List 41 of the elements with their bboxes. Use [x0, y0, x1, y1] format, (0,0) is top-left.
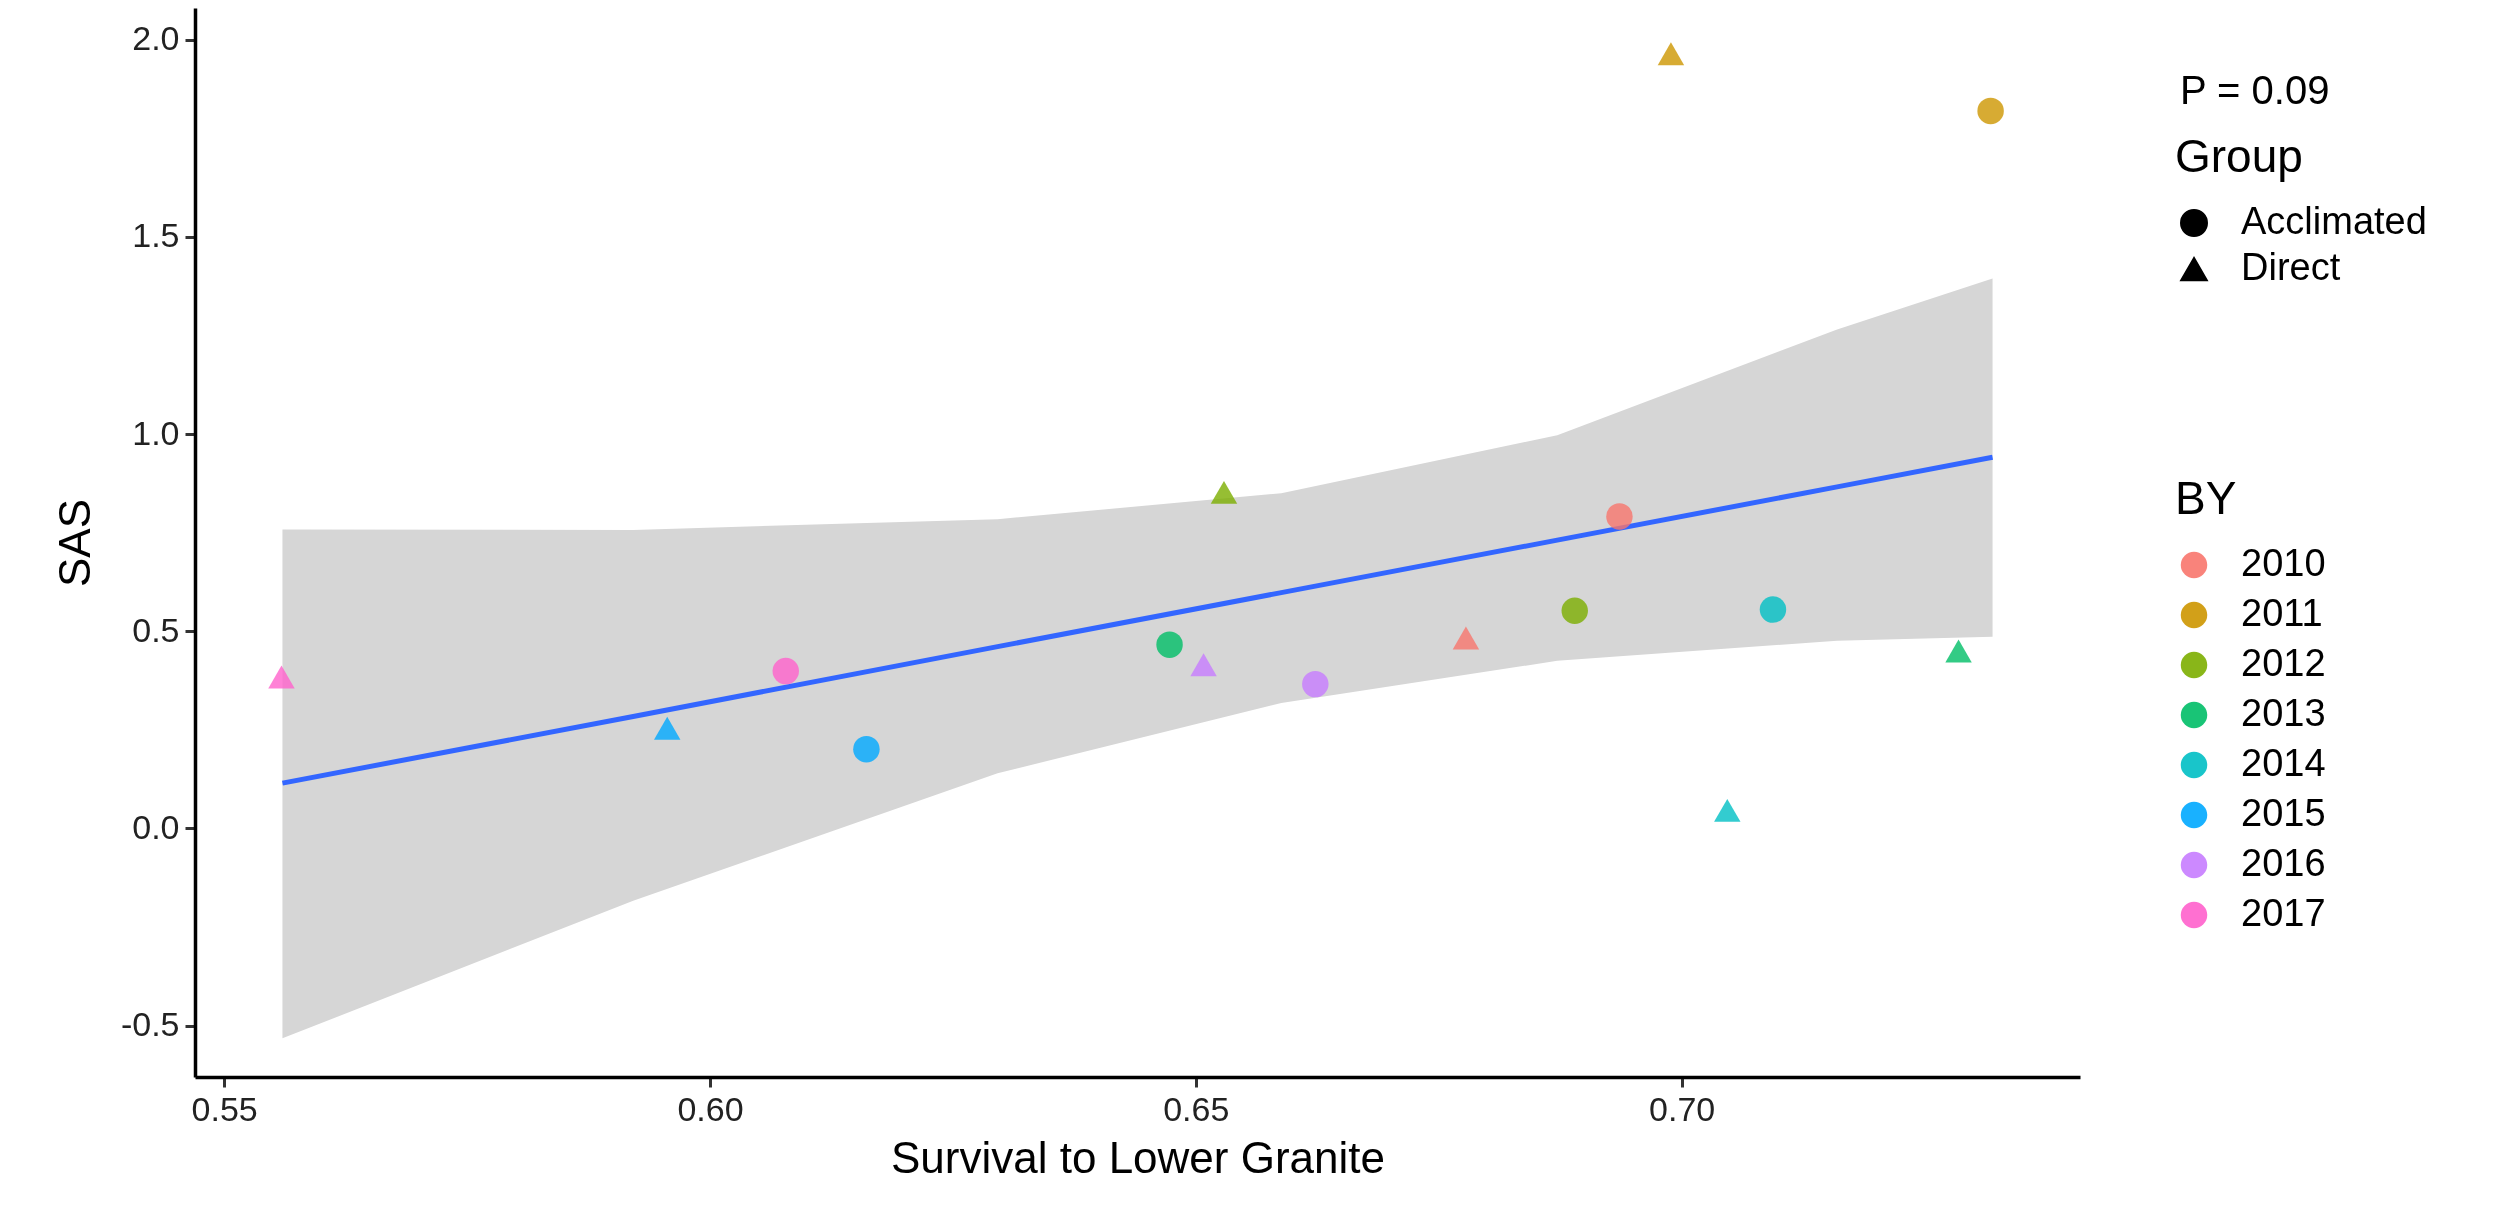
text: BY: [2175, 472, 2237, 524]
point: [1561, 597, 1588, 624]
y-tick-label: 0.0: [132, 807, 180, 846]
point: [772, 657, 799, 685]
point: [268, 665, 295, 689]
point: [1657, 42, 1685, 66]
point: [1190, 653, 1217, 677]
legend-label: 2013: [2241, 692, 2326, 734]
point: [653, 716, 681, 740]
y-tick-label: 1.0: [132, 413, 180, 452]
legend-label: 2017: [2241, 892, 2326, 934]
text: P = 0.09: [2180, 68, 2330, 112]
x-tick-label: 0.70: [1649, 1089, 1716, 1128]
y-tick-label: -0.5: [120, 1005, 180, 1044]
legend-label: 2014: [2241, 742, 2326, 784]
legend-label: 2012: [2241, 642, 2326, 684]
point: [1945, 639, 1972, 663]
point: [1156, 631, 1183, 658]
y-tick-label: 1.5: [132, 216, 180, 255]
point: [1759, 596, 1787, 623]
legend-label: 2010: [2241, 542, 2326, 584]
point: [1977, 97, 2004, 125]
legend-label: 2011: [2241, 592, 2323, 634]
y-tick-label: 0.5: [132, 610, 180, 649]
legend-label: 2015: [2241, 792, 2326, 834]
x-tick-label: 0.55: [191, 1089, 258, 1128]
x-tick-label: 0.65: [1163, 1089, 1230, 1128]
legend-label: 2016: [2241, 842, 2326, 884]
legend-label: Acclimated: [2241, 200, 2427, 242]
point: [1452, 626, 1480, 650]
point: [1302, 670, 1329, 698]
y-axis-title: SAS: [49, 498, 99, 588]
point: [1714, 798, 1741, 822]
point: [1210, 480, 1238, 504]
text: Group: [2175, 130, 2303, 182]
x-axis-title: Survival to Lower Granite: [891, 1132, 1385, 1182]
point: [1606, 503, 1633, 530]
legend-label: Direct: [2241, 246, 2341, 288]
x-tick-label: 0.60: [677, 1089, 744, 1128]
y-tick-label: 2.0: [132, 19, 180, 58]
point: [853, 736, 880, 763]
